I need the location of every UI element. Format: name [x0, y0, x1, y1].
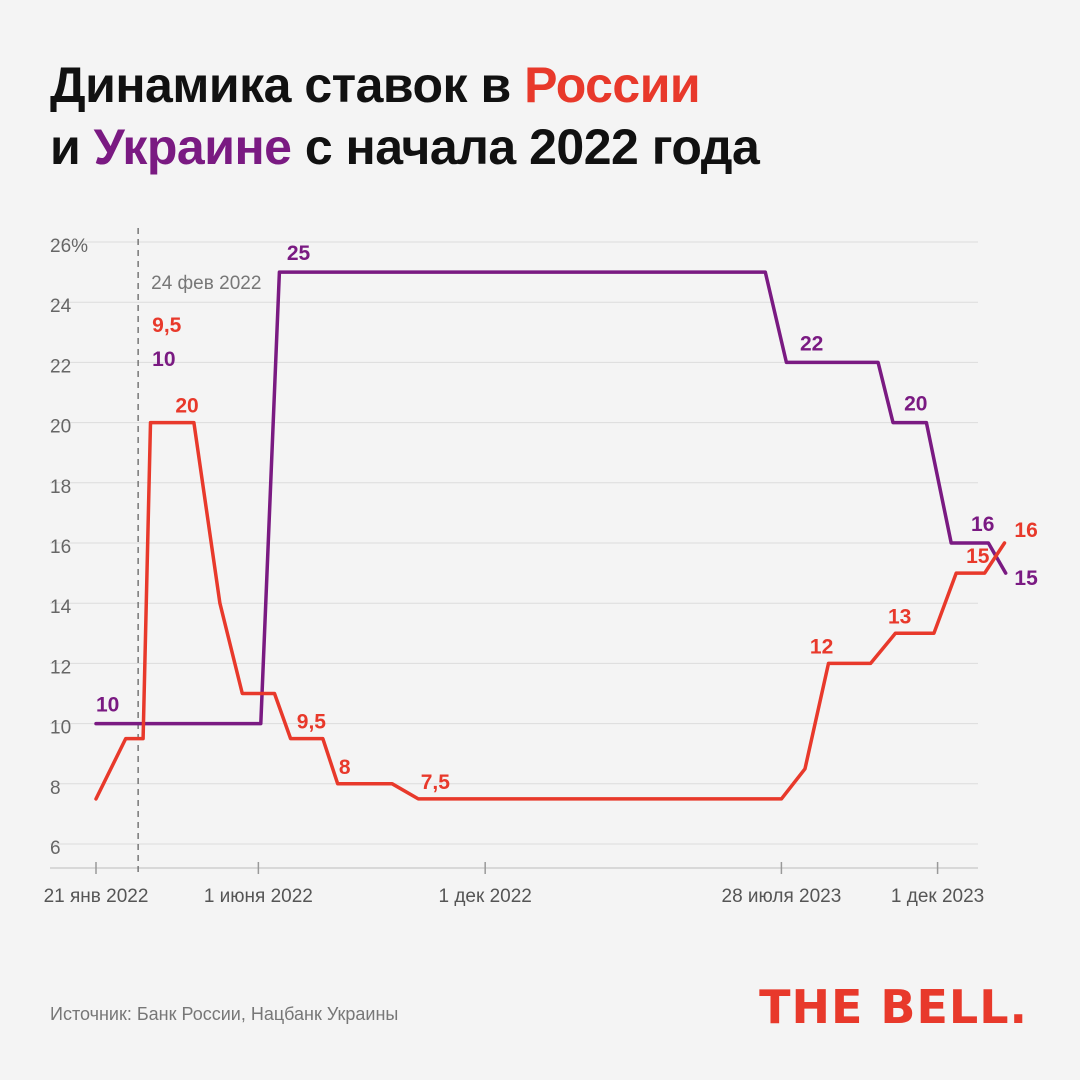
title-russia: России — [524, 57, 701, 113]
title-part2: и — [50, 119, 94, 175]
data-label-1-3: 22 — [800, 332, 823, 355]
y-tick-label-26: 26% — [50, 236, 88, 257]
data-label-1-1: 10 — [152, 348, 175, 371]
y-tick-label-14: 14 — [50, 597, 72, 618]
data-label-1-4: 20 — [904, 393, 927, 416]
y-tick-label-8: 8 — [50, 778, 61, 799]
data-label-0-2: 9,5 — [297, 711, 327, 734]
data-label-0-6: 13 — [888, 605, 911, 628]
y-tick-label-24: 24 — [50, 296, 72, 317]
x-tick-label-4: 1 дек 2023 — [891, 886, 984, 907]
title-ukraine: Украине — [93, 119, 292, 175]
data-label-1-2: 25 — [287, 242, 311, 265]
series-line-0 — [94, 420, 1007, 801]
data-label-0-5: 12 — [810, 635, 833, 658]
chart-title: Динамика ставок в России и Украине с нач… — [50, 54, 760, 178]
data-label-1-5: 16 — [971, 513, 994, 536]
x-tick-label-0: 21 янв 2022 — [44, 886, 149, 907]
series-line-1 — [94, 270, 1008, 726]
data-label-0-3: 8 — [339, 756, 351, 779]
source-note: Источник: Банк России, Нацбанк Украины — [50, 1004, 399, 1024]
y-tick-label-22: 22 — [50, 356, 71, 377]
y-tick-label-6: 6 — [50, 838, 61, 859]
title-part1: Динамика ставок в — [50, 57, 525, 113]
title-part3: с начала 2022 года — [291, 119, 760, 175]
x-tick-label-2: 1 дек 2022 — [439, 886, 532, 907]
y-tick-label-16: 16 — [50, 537, 71, 558]
y-tick-label-18: 18 — [50, 477, 71, 498]
data-label-0-1: 20 — [175, 395, 198, 418]
x-tick-label-3: 28 июля 2023 — [722, 886, 842, 907]
y-tick-label-20: 20 — [50, 417, 71, 438]
the-bell-logo: THE BELL. — [759, 980, 1028, 1034]
x-tick-label-1: 1 июня 2022 — [204, 886, 313, 907]
data-label-0-4: 7,5 — [421, 771, 451, 794]
data-label-1-0: 10 — [96, 694, 119, 717]
y-tick-label-12: 12 — [50, 657, 71, 678]
data-label-0-0: 9,5 — [152, 314, 182, 337]
event-label: 24 фев 2022 — [151, 273, 261, 294]
data-label-0-8: 16 — [1014, 519, 1037, 542]
data-label-1-6: 15 — [1014, 567, 1038, 590]
y-tick-label-10: 10 — [50, 718, 71, 739]
data-label-0-7: 15 — [966, 545, 990, 568]
